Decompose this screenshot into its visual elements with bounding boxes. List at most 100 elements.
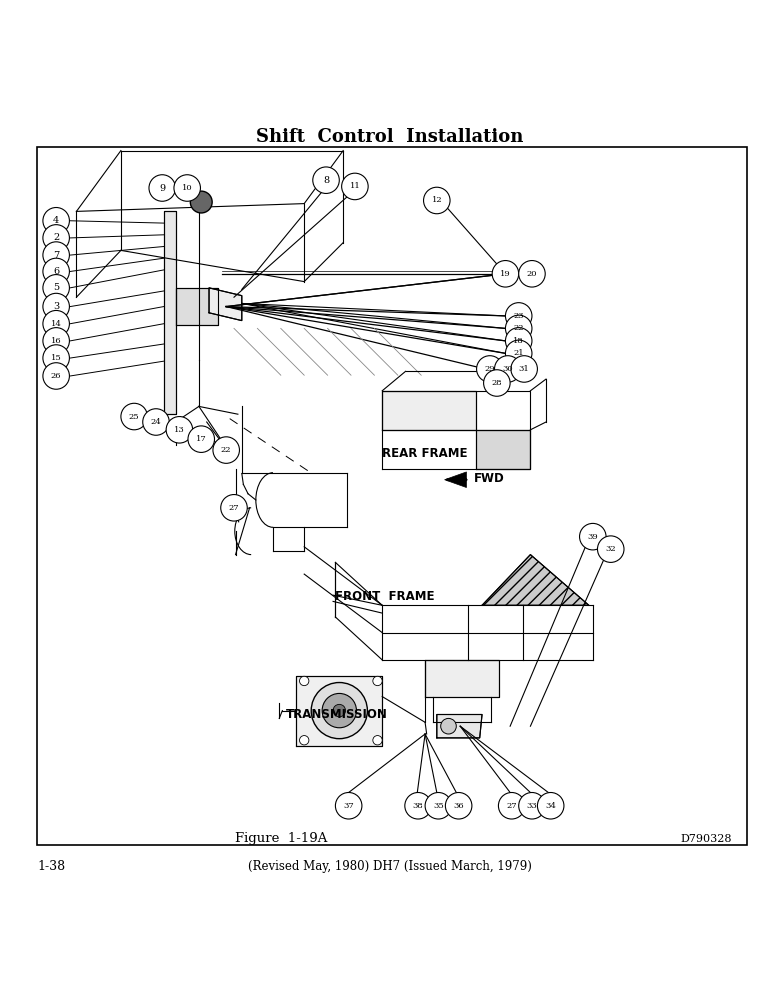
Circle shape [597,536,624,562]
Text: 36: 36 [453,802,464,810]
Text: (Revised May, 1980) DH7 (Issued March, 1979): (Revised May, 1980) DH7 (Issued March, 1… [248,860,532,873]
Circle shape [342,173,368,200]
Text: 11: 11 [349,182,360,190]
Text: 34: 34 [545,802,556,810]
Circle shape [441,718,456,734]
Polygon shape [164,211,176,414]
Text: 28: 28 [491,379,502,387]
Circle shape [149,175,176,201]
Text: 32: 32 [605,545,616,553]
Circle shape [313,167,339,193]
Circle shape [300,736,309,745]
Text: 27: 27 [506,802,517,810]
Text: 25: 25 [129,413,140,421]
Text: 38: 38 [413,802,424,810]
Circle shape [43,310,69,337]
Text: 6: 6 [53,267,59,276]
Text: 7: 7 [53,251,59,260]
Text: 9: 9 [159,184,165,193]
Text: 12: 12 [431,196,442,204]
Circle shape [445,792,472,819]
Text: 8: 8 [323,176,329,185]
Circle shape [373,736,382,745]
Circle shape [519,792,545,819]
Text: 5: 5 [53,283,59,292]
Polygon shape [382,391,476,430]
Circle shape [498,792,525,819]
Text: 30: 30 [502,365,513,373]
Circle shape [43,363,69,389]
Circle shape [424,187,450,214]
Circle shape [511,356,537,382]
Text: 35: 35 [433,802,444,810]
Text: 2: 2 [53,233,59,242]
Circle shape [505,340,532,367]
Text: 37: 37 [343,802,354,810]
Circle shape [505,303,532,329]
Text: 16: 16 [51,337,62,345]
Circle shape [425,792,452,819]
Circle shape [43,345,69,371]
Text: 23: 23 [513,312,524,320]
Circle shape [43,242,69,268]
Text: 33: 33 [526,802,537,810]
Circle shape [405,792,431,819]
Text: 13: 13 [174,426,185,434]
Circle shape [495,356,521,382]
Circle shape [43,293,69,320]
Text: Figure  1-19A: Figure 1-19A [235,832,327,845]
Polygon shape [296,676,382,746]
Text: 22: 22 [221,446,232,454]
Text: 29: 29 [484,365,495,373]
Circle shape [213,437,239,463]
Text: TRANSMISSION: TRANSMISSION [286,708,388,721]
Polygon shape [209,288,242,321]
Text: 3: 3 [53,302,59,311]
Circle shape [188,426,214,452]
Circle shape [43,258,69,285]
Circle shape [505,328,532,354]
Text: 17: 17 [196,435,207,443]
Polygon shape [445,472,466,488]
Polygon shape [476,430,530,469]
Circle shape [580,523,606,550]
Polygon shape [425,660,499,697]
Text: 27: 27 [229,504,239,512]
Text: 15: 15 [51,354,62,362]
Circle shape [43,328,69,354]
Text: FWD: FWD [474,472,505,485]
Circle shape [477,356,503,382]
Circle shape [166,417,193,443]
Circle shape [121,403,147,430]
Text: 14: 14 [51,320,62,328]
Text: 19: 19 [500,270,511,278]
Circle shape [335,792,362,819]
Circle shape [174,175,200,201]
Text: D790328: D790328 [680,834,732,844]
Polygon shape [482,555,589,605]
Circle shape [43,208,69,234]
Circle shape [373,676,382,686]
Text: REAR FRAME: REAR FRAME [382,447,468,460]
Circle shape [190,191,212,213]
Circle shape [505,315,532,342]
Text: 24: 24 [151,418,161,426]
Circle shape [537,792,564,819]
Circle shape [221,495,247,521]
Text: Shift  Control  Installation: Shift Control Installation [257,128,523,146]
Text: 21: 21 [513,349,524,357]
Circle shape [519,261,545,287]
Text: 4: 4 [53,216,59,225]
Circle shape [492,261,519,287]
Circle shape [43,225,69,251]
Circle shape [143,409,169,435]
Text: 1-38: 1-38 [37,860,66,873]
Circle shape [311,683,367,739]
Circle shape [333,704,346,717]
Text: FRONT  FRAME: FRONT FRAME [335,590,435,603]
Polygon shape [437,714,482,738]
Circle shape [300,676,309,686]
Text: 26: 26 [51,372,62,380]
Circle shape [43,275,69,301]
Text: 22: 22 [513,324,524,332]
